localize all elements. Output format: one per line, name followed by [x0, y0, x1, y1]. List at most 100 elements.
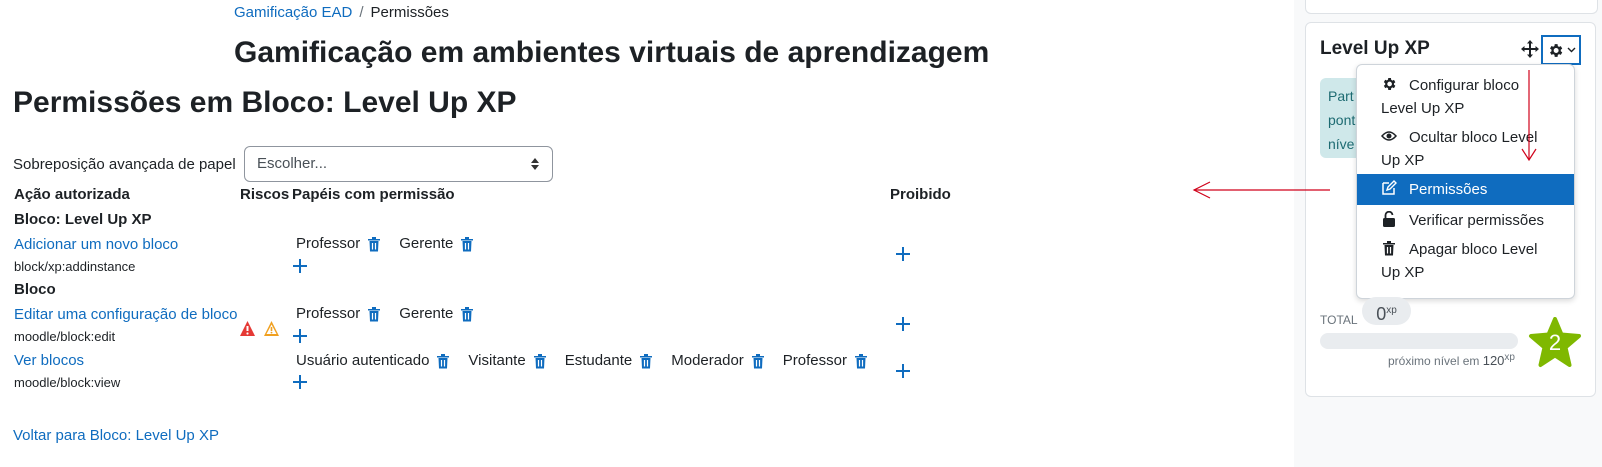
edit-icon: [1382, 180, 1397, 195]
move-icon[interactable]: [1521, 40, 1539, 58]
progress-bar: [1320, 333, 1518, 349]
role-tag: Visitante: [468, 352, 554, 369]
xp-unit: xp: [1386, 305, 1397, 316]
add-role-icon[interactable]: [293, 329, 307, 343]
role-name: Gerente: [399, 305, 454, 322]
capability-id: moodle/block:edit: [14, 329, 116, 344]
role-name: Moderador: [671, 352, 744, 369]
menu-item-label-cont: Level Up XP: [1381, 100, 1465, 117]
trash-icon[interactable]: [460, 306, 474, 322]
role-tag: Estudante: [565, 352, 662, 369]
override-select-value: Escolher...: [257, 155, 328, 172]
capability-name-link[interactable]: Ver blocos: [14, 352, 85, 369]
menu-item-label: Configurar bloco: [1409, 77, 1520, 94]
trash-icon[interactable]: [460, 236, 474, 252]
menu-item-check-permissions[interactable]: Verificar permissões: [1357, 209, 1574, 232]
override-label: Sobreposição avançada de papel: [13, 156, 236, 173]
add-prohibited-icon[interactable]: [896, 247, 910, 261]
role-name: Estudante: [564, 352, 633, 369]
menu-item-label: Verificar permissões: [1409, 212, 1545, 229]
block-title: Level Up XP: [1320, 38, 1430, 59]
role-name: Visitante: [468, 352, 526, 369]
breadcrumb-separator: /: [359, 4, 364, 21]
role-tag: Professor: [783, 352, 876, 369]
breadcrumb-current: Permissões: [370, 4, 449, 21]
menu-item-permissions[interactable]: Permissões: [1357, 174, 1574, 205]
role-tag: Professor: [296, 235, 389, 252]
xp-value: 0: [1376, 304, 1387, 324]
trash-icon: [1383, 241, 1395, 256]
trash-icon[interactable]: [436, 353, 450, 369]
menu-item-label: Permissões: [1409, 181, 1488, 198]
risk-xss-icon[interactable]: [239, 320, 256, 337]
override-select[interactable]: Escolher...: [244, 146, 553, 182]
trash-icon[interactable]: [533, 353, 547, 369]
block-actions-button[interactable]: [1541, 35, 1581, 65]
next-level-value: 120: [1482, 353, 1505, 368]
trash-icon[interactable]: [367, 236, 381, 252]
capability-id: block/xp:addinstance: [14, 259, 136, 274]
level-star-icon: [1529, 317, 1581, 367]
block-drawer-top-card: [1305, 0, 1598, 14]
info-text-line: Part: [1328, 88, 1354, 104]
trash-icon[interactable]: [854, 353, 868, 369]
role-name: Professor: [782, 352, 847, 369]
chevron-down-icon: [1567, 47, 1575, 53]
eye-icon: [1381, 131, 1397, 141]
roles-cell: Usuário autenticado Visitante Estudante …: [296, 352, 886, 369]
roles-cell: Professor Gerente: [296, 235, 492, 252]
role-name: Professor: [296, 235, 361, 252]
roles-cell: Professor Gerente: [296, 305, 492, 322]
header-risks: Riscos: [240, 186, 290, 203]
info-text-line: níve: [1328, 136, 1355, 152]
role-tag: Gerente: [399, 235, 482, 252]
menu-item-label: Apagar bloco Level: [1409, 241, 1538, 258]
risk-config-icon[interactable]: [263, 320, 280, 337]
info-text-line: pont: [1328, 112, 1356, 128]
block-actions-menu: Configurar bloco Level Up XP Ocultar bloc…: [1356, 64, 1575, 299]
trash-icon[interactable]: [367, 306, 381, 322]
role-name: Gerente: [399, 235, 454, 252]
breadcrumb-course-link[interactable]: Gamificação EAD: [234, 4, 353, 21]
header-action: Ação autorizada: [14, 186, 130, 203]
add-role-icon[interactable]: [293, 259, 307, 273]
header-prohibited: Proibido: [890, 186, 951, 203]
course-title: Gamificação em ambientes virtuais de apr…: [234, 36, 990, 69]
menu-item-label: Ocultar bloco Level: [1409, 129, 1538, 146]
select-arrows-icon: [531, 158, 539, 170]
next-level-unit: xp: [1504, 352, 1515, 363]
menu-item-delete[interactable]: Apagar bloco Level Up XP: [1357, 238, 1574, 284]
trash-icon[interactable]: [639, 353, 653, 369]
unlock-icon: [1383, 211, 1395, 227]
capability-name-link[interactable]: Editar uma configuração de bloco: [14, 306, 238, 323]
trash-icon[interactable]: [751, 353, 765, 369]
menu-item-hide[interactable]: Ocultar bloco Level Up XP: [1357, 126, 1574, 172]
menu-item-label-cont: Up XP: [1381, 264, 1425, 281]
menu-item-configure[interactable]: Configurar bloco Level Up XP: [1357, 74, 1574, 120]
next-level-label: próximo nível em: [1388, 354, 1480, 368]
role-name: Professor: [296, 305, 361, 322]
xp-total-badge: 0xp: [1362, 297, 1411, 325]
back-link[interactable]: Voltar para Bloco: Level Up XP: [13, 427, 219, 444]
annotation-arrowhead-left: [1192, 181, 1211, 199]
role-tag: Usuário autenticado: [296, 352, 458, 369]
section-title: Bloco: [14, 281, 56, 298]
level-number: 2: [1548, 330, 1562, 355]
add-prohibited-icon[interactable]: [896, 364, 910, 378]
header-roles: Papéis com permissão: [292, 186, 455, 203]
capability-name-link[interactable]: Adicionar um novo bloco: [14, 236, 179, 253]
role-tag: Moderador: [671, 352, 773, 369]
add-prohibited-icon[interactable]: [896, 317, 910, 331]
page-title: Permissões em Bloco: Level Up XP: [13, 86, 517, 119]
gear-icon: [1383, 78, 1396, 90]
menu-item-label-cont: Up XP: [1381, 152, 1425, 169]
total-label: TOTAL: [1320, 313, 1358, 327]
gear-icon: [1549, 43, 1562, 57]
section-title: Bloco: Level Up XP: [14, 211, 152, 228]
add-role-icon[interactable]: [293, 375, 307, 389]
role-tag: Gerente: [399, 305, 482, 322]
next-level-text: próximo nível em 120xp: [1388, 352, 1515, 368]
breadcrumb: Gamificação EAD / Permissões: [234, 4, 449, 21]
role-name: Usuário autenticado: [296, 352, 430, 369]
capability-id: moodle/block:view: [14, 375, 121, 390]
